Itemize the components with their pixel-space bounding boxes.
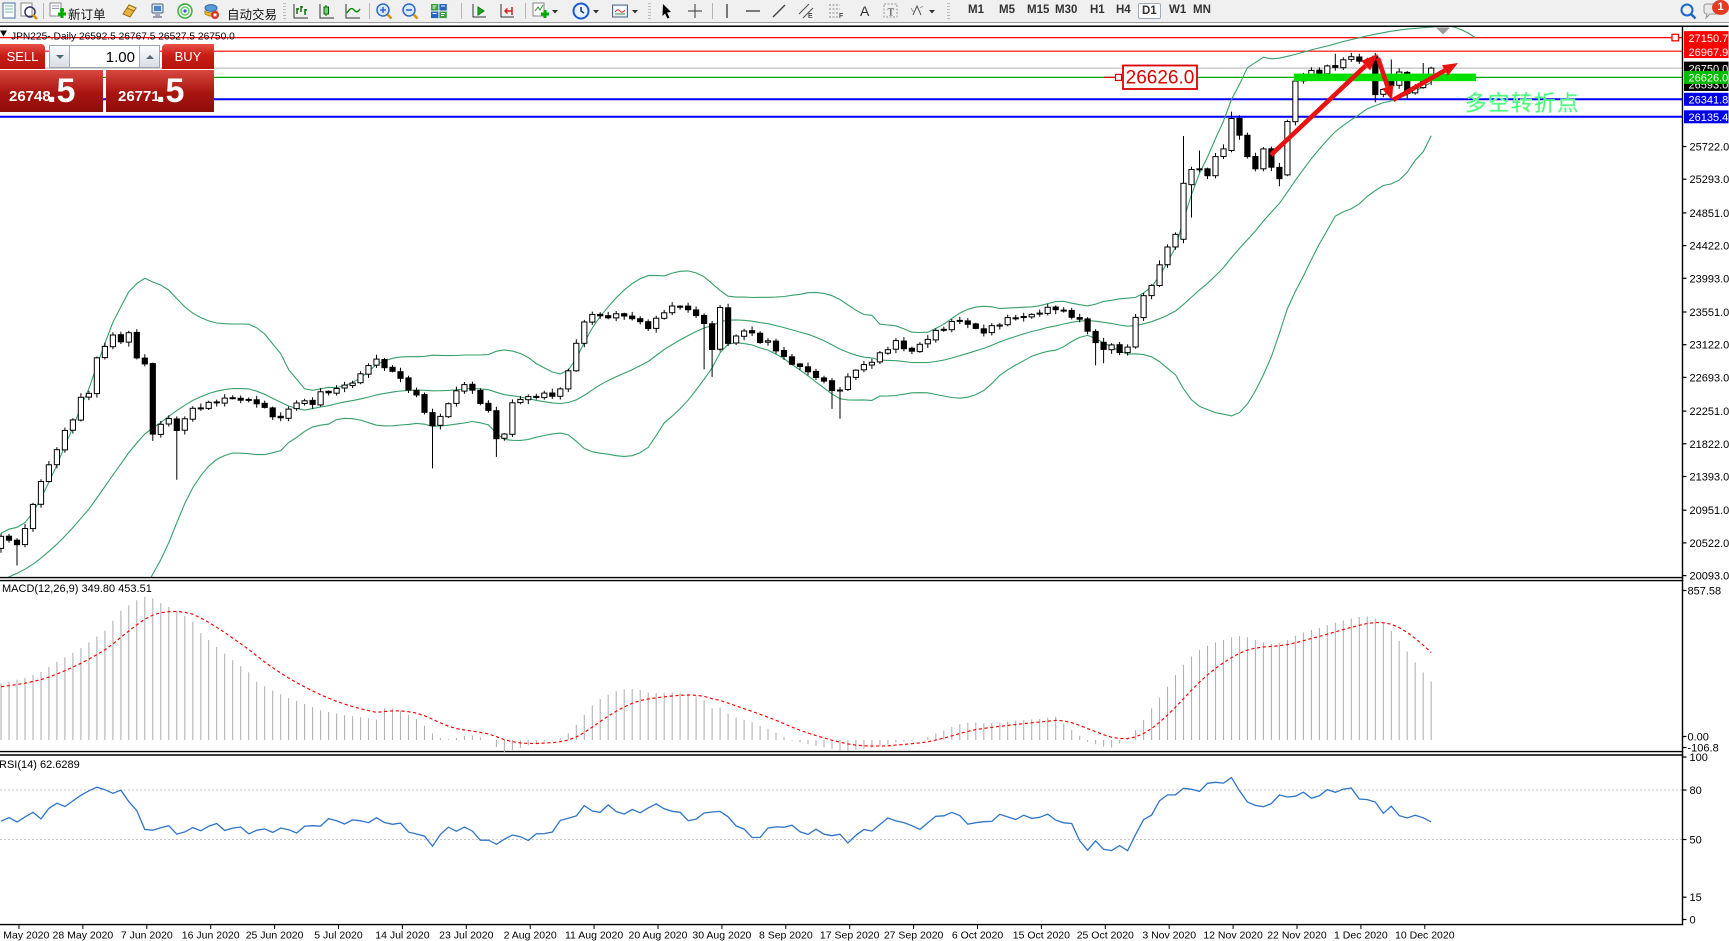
svg-text:26626.0: 26626.0: [1689, 73, 1729, 85]
svg-text:16 Jun 2020: 16 Jun 2020: [182, 930, 240, 941]
svg-text:50: 50: [1690, 835, 1702, 847]
svg-text:25722.0: 25722.0: [1690, 142, 1729, 154]
svg-text:MACD(12,26,9) 349.80 453.51: MACD(12,26,9) 349.80 453.51: [2, 583, 152, 595]
svg-text:27150.7: 27150.7: [1689, 33, 1729, 45]
svg-text:2 Aug 2020: 2 Aug 2020: [504, 930, 557, 941]
svg-text:JPN225-.Daily 26592.5 26767.5: JPN225-.Daily 26592.5 26767.5 26527.5 26…: [11, 31, 235, 42]
svg-text:25293.0: 25293.0: [1690, 174, 1729, 186]
svg-text:F: F: [839, 13, 843, 20]
svg-text:15: 15: [1690, 892, 1702, 904]
svg-text:100: 100: [1690, 752, 1708, 764]
svg-text:10 Dec 2020: 10 Dec 2020: [1395, 930, 1455, 941]
svg-text:20522.0: 20522.0: [1690, 538, 1729, 550]
svg-text:23993.0: 23993.0: [1690, 273, 1729, 285]
svg-text:20 Aug 2020: 20 Aug 2020: [629, 930, 688, 941]
svg-text:23122.0: 23122.0: [1690, 340, 1729, 352]
svg-text:多空转折点: 多空转折点: [1465, 92, 1580, 116]
svg-text:T: T: [888, 7, 895, 19]
svg-text:22693.0: 22693.0: [1690, 372, 1729, 384]
svg-text:857.58: 857.58: [1688, 586, 1722, 598]
svg-text:22251.0: 22251.0: [1690, 406, 1729, 418]
svg-text:19 May 2020: 19 May 2020: [0, 930, 50, 941]
svg-text:21393.0: 21393.0: [1690, 472, 1729, 484]
svg-text:20951.0: 20951.0: [1690, 505, 1729, 517]
svg-text:3 Nov 2020: 3 Nov 2020: [1142, 930, 1196, 941]
svg-text:7 Jun 2020: 7 Jun 2020: [121, 930, 173, 941]
svg-text:0.00: 0.00: [1688, 732, 1709, 744]
svg-text:23551.0: 23551.0: [1690, 307, 1729, 319]
svg-text:26967.9: 26967.9: [1689, 47, 1729, 59]
svg-text:28 May 2020: 28 May 2020: [53, 930, 114, 941]
svg-text:RSI(14) 62.6289: RSI(14) 62.6289: [0, 759, 80, 771]
svg-text:22 Nov 2020: 22 Nov 2020: [1267, 930, 1327, 941]
svg-text:6 Oct 2020: 6 Oct 2020: [952, 930, 1004, 941]
svg-text:30 Aug 2020: 30 Aug 2020: [692, 930, 751, 941]
svg-text:23 Jul 2020: 23 Jul 2020: [439, 930, 493, 941]
svg-text:8 Sep 2020: 8 Sep 2020: [759, 930, 813, 941]
svg-text:12 Nov 2020: 12 Nov 2020: [1203, 930, 1263, 941]
svg-text:26341.8: 26341.8: [1689, 95, 1729, 107]
svg-text:25 Oct 2020: 25 Oct 2020: [1077, 930, 1134, 941]
svg-text:14 Jul 2020: 14 Jul 2020: [375, 930, 429, 941]
svg-text:27 Sep 2020: 27 Sep 2020: [884, 930, 944, 941]
svg-text:26135.4: 26135.4: [1689, 112, 1729, 124]
svg-text:5 Jul 2020: 5 Jul 2020: [314, 930, 363, 941]
svg-text:24422.0: 24422.0: [1690, 241, 1729, 253]
svg-text:0: 0: [1690, 915, 1696, 927]
svg-text:11 Aug 2020: 11 Aug 2020: [565, 930, 623, 941]
svg-text:21822.0: 21822.0: [1690, 439, 1729, 451]
svg-text:17 Sep 2020: 17 Sep 2020: [820, 930, 880, 941]
svg-text:20093.0: 20093.0: [1690, 571, 1729, 583]
svg-text:80: 80: [1690, 785, 1702, 797]
svg-text:15 Oct 2020: 15 Oct 2020: [1013, 930, 1070, 941]
svg-text:25 Jun 2020: 25 Jun 2020: [246, 930, 304, 941]
svg-text:1 Dec 2020: 1 Dec 2020: [1334, 930, 1388, 941]
svg-text:-106.8: -106.8: [1688, 743, 1719, 755]
svg-text:26626.0: 26626.0: [1126, 68, 1195, 89]
svg-text:24851.0: 24851.0: [1690, 208, 1729, 220]
svg-text:A: A: [860, 3, 870, 19]
svg-text:E: E: [808, 13, 813, 20]
